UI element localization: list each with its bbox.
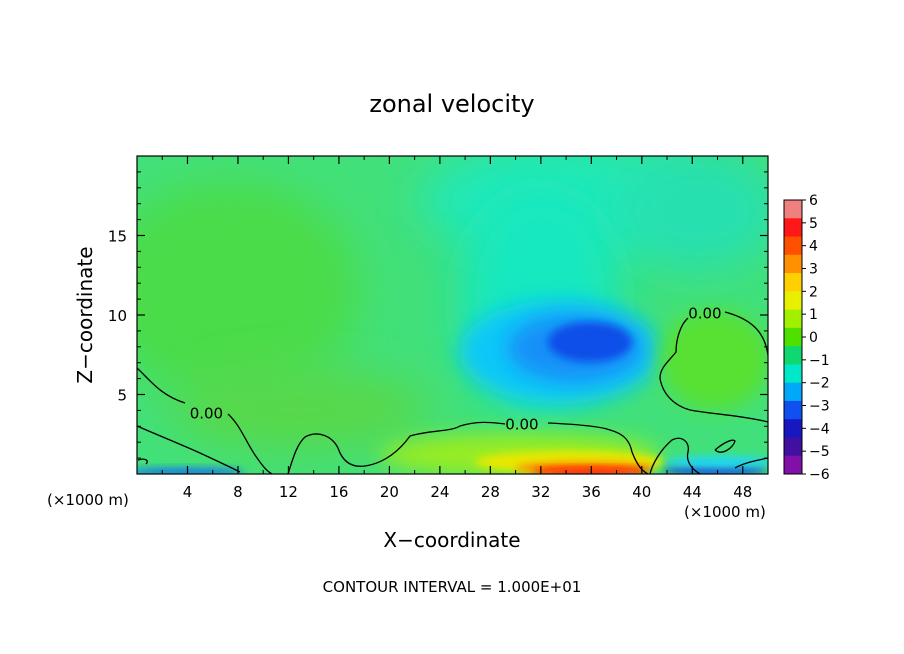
colorbar-tick-label: −4	[809, 421, 830, 437]
x-tick-label: 8	[233, 483, 243, 501]
contour-zero-bottom-right	[137, 437, 768, 474]
contour-lines	[137, 311, 768, 474]
colorbar-swatch	[784, 291, 802, 311]
field-green-right	[660, 310, 768, 410]
field-cyan-right	[620, 156, 768, 270]
colorbar-swatch	[784, 419, 802, 438]
colorbar-tick-label: 3	[809, 262, 818, 278]
heatmap-field	[137, 156, 768, 474]
colorbar-swatch	[784, 327, 802, 347]
field-blue-core	[548, 322, 632, 362]
colorbar: 6 5 4 3 2 1 0 −1 −2 −3 −4 −5 −6	[783, 193, 830, 483]
colorbar-tick-label: −3	[809, 399, 830, 415]
colorbar-swatch	[784, 200, 802, 219]
colorbar-tick-label: −1	[809, 353, 830, 369]
field-green-mid-left	[170, 370, 430, 450]
contour-zero-left-lower	[137, 425, 241, 473]
field-red-surface	[532, 468, 648, 474]
colorbar-tick-label: 0	[809, 330, 818, 346]
x-tick-label: 12	[279, 483, 298, 501]
contour-zero-left-upper	[137, 367, 273, 474]
colorbar-swatch	[784, 218, 802, 238]
contour-zero-bottom-middle	[287, 421, 649, 474]
y-tick-label: 10	[108, 307, 127, 325]
colorbar-tick-label: 6	[809, 193, 818, 209]
colorbar-swatch	[784, 437, 802, 457]
colorbar-swatch	[784, 382, 802, 402]
colorbar-tick-label: 5	[809, 216, 818, 232]
colorbar-tick-label: −6	[809, 467, 830, 483]
colorbar-swatch	[784, 309, 802, 329]
colorbar-swatch	[784, 364, 802, 384]
x-axis-label: X−coordinate	[383, 528, 520, 552]
x-tick-label: 40	[632, 483, 651, 501]
x-unit-right: (×1000 m)	[684, 503, 766, 521]
x-tick-label: 4	[183, 483, 193, 501]
colorbar-tick-label: 1	[809, 307, 818, 323]
contour-label: 0.00	[190, 405, 223, 423]
colorbar-swatch	[784, 273, 802, 292]
colorbar-swatch	[784, 236, 802, 256]
colorbar-tick-label: 2	[809, 284, 818, 300]
colorbar-swatch	[784, 254, 802, 274]
x-tick-label: 36	[582, 483, 601, 501]
x-tick-label: 32	[531, 483, 550, 501]
field-cyan-surface-right	[665, 456, 768, 468]
colorbar-swatch	[784, 400, 802, 420]
colorbar-tick-label: −5	[809, 444, 830, 460]
y-tick-label: 15	[108, 228, 127, 246]
contour-labels: 0.00 0.00 0.00	[190, 304, 722, 434]
y-axis-label: Z−coordinate	[73, 246, 97, 383]
x-tick-label: 16	[329, 483, 348, 501]
contour-label: 0.00	[505, 416, 538, 434]
x-tick-label: 28	[481, 483, 500, 501]
contour-interval-note: CONTOUR INTERVAL = 1.000E+01	[323, 578, 582, 596]
x-tick-label: 48	[733, 483, 752, 501]
x-tick-label: 24	[430, 483, 449, 501]
x-tick-label: 20	[380, 483, 399, 501]
contour-label: 0.00	[688, 304, 721, 322]
contour-zero-right-lobe	[659, 311, 768, 423]
colorbar-tick-label: −2	[809, 376, 830, 392]
x-unit-left: (×1000 m)	[47, 491, 129, 509]
field-green-upper-left	[137, 180, 360, 400]
colorbar-swatch	[784, 346, 802, 365]
y-axis: 5 10 15	[108, 171, 768, 459]
x-axis: 4 8 12 16 20 24 28 32 36 40 44 48	[161, 156, 752, 501]
field-blue-surface-left	[137, 468, 245, 474]
chart-title: zonal velocity	[369, 90, 534, 118]
x-tick-label: 44	[683, 483, 702, 501]
colorbar-tick-label: 4	[809, 239, 818, 255]
colorbar-swatch	[784, 455, 802, 475]
y-tick-label: 5	[117, 387, 127, 405]
